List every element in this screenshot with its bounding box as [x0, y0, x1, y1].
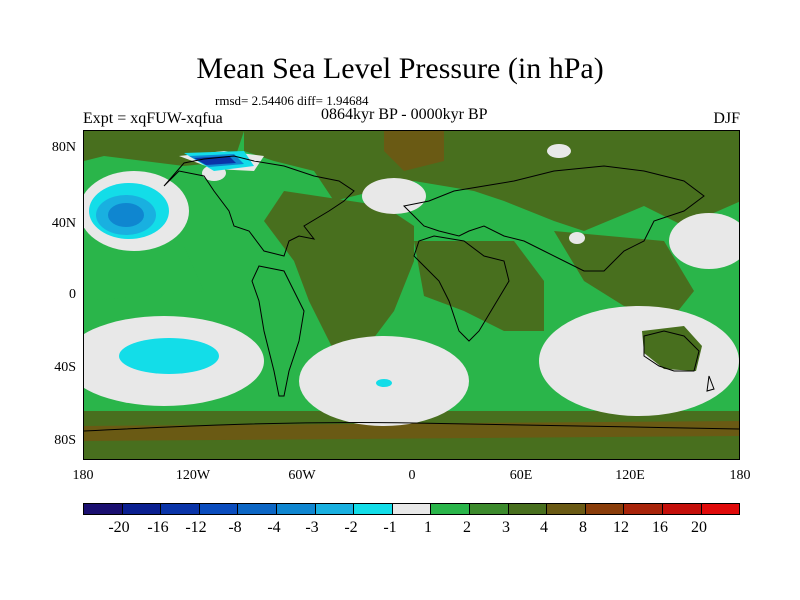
australia-coastline: [643, 330, 715, 392]
lat-label: 40N: [51, 216, 76, 231]
colorbar-label: 1: [424, 519, 432, 536]
colorbar-label: -1: [383, 519, 397, 536]
region-pacific-low-3: [108, 203, 144, 227]
colorbar-swatch: [84, 504, 123, 514]
region-indian-neutral: [539, 306, 739, 416]
colorbar-swatch: [701, 504, 740, 514]
map-title: Mean Sea Level Pressure (in hPa): [196, 52, 604, 85]
colorbar-label: -4: [267, 519, 281, 536]
colorbar-swatch: [662, 504, 702, 514]
lon-label: 60E: [509, 468, 533, 483]
pressure-map: [83, 130, 740, 460]
lat-label: 80N: [51, 140, 76, 155]
colorbar-label: -20: [108, 519, 130, 536]
colorbar-swatch: [199, 504, 239, 514]
lat-label: 40S: [54, 360, 76, 375]
colorbar-label: 2: [463, 519, 471, 536]
colorbar-swatch: [508, 504, 548, 514]
colorbar-swatch: [276, 504, 316, 514]
colorbar: [83, 503, 740, 515]
colorbar-label: -16: [147, 519, 169, 536]
colorbar-label: 3: [502, 519, 510, 536]
eurasia-africa-coastline: [402, 165, 705, 342]
lon-label: 180: [72, 468, 94, 483]
lat-label: 80S: [54, 433, 76, 448]
americas-coastline: [163, 155, 355, 397]
colorbar-label: 8: [579, 519, 587, 536]
region-arctic-brown: [384, 131, 444, 171]
region-pacific: [84, 241, 204, 301]
stats-text: rmsd= 2.54406 diff= 1.94684: [215, 93, 369, 108]
region-eurasia-high: [244, 131, 739, 231]
region-africa-high: [414, 241, 544, 331]
region-asia-high: [554, 231, 694, 316]
season-label: DJF: [713, 110, 740, 127]
colorbar-swatch: [431, 504, 470, 514]
map-canvas: [84, 131, 739, 459]
colorbar-swatch: [585, 504, 625, 514]
region-npac-east-neutral: [669, 213, 739, 269]
region-arctic-low-3: [194, 156, 236, 165]
lon-label: 0: [408, 468, 416, 483]
colorbar-label: 16: [652, 519, 668, 536]
colorbar-swatch: [122, 504, 162, 514]
colorbar-swatch: [238, 504, 277, 514]
lon-label: 120W: [175, 468, 211, 483]
colorbar-swatch: [469, 504, 509, 514]
colorbar-swatch: [161, 504, 200, 514]
colorbar-swatch: [392, 504, 432, 514]
region-satl-low: [376, 379, 392, 387]
lon-label: 120E: [615, 468, 645, 483]
colorbar-label: 20: [691, 519, 707, 536]
antarctica-coastline: [84, 422, 739, 432]
colorbar-label: -3: [305, 519, 319, 536]
region-americas-high: [264, 191, 414, 351]
colorbar-swatch: [315, 504, 355, 514]
colorbar-label: -12: [185, 519, 207, 536]
colorbar-label: -8: [228, 519, 242, 536]
colorbar-swatch: [624, 504, 663, 514]
period-label: 0864kyr BP - 0000kyr BP: [321, 106, 488, 123]
colorbar-swatch: [354, 504, 393, 514]
region-tibet-neutral: [569, 232, 585, 244]
lon-label: 180: [729, 468, 751, 483]
region-atlantic-neutral: [362, 178, 426, 214]
colorbar-label: 12: [613, 519, 629, 536]
colorbar-swatch: [547, 504, 586, 514]
region-siberia-neutral: [547, 144, 571, 158]
lat-label: 0: [69, 287, 76, 302]
lon-label: 60W: [288, 468, 316, 483]
region-spac-low: [119, 338, 219, 374]
colorbar-label: -2: [344, 519, 358, 536]
colorbar-label: 4: [540, 519, 548, 536]
experiment-label: Expt = xqFUW-xqfua: [83, 110, 223, 127]
region-australia-high: [642, 326, 702, 371]
